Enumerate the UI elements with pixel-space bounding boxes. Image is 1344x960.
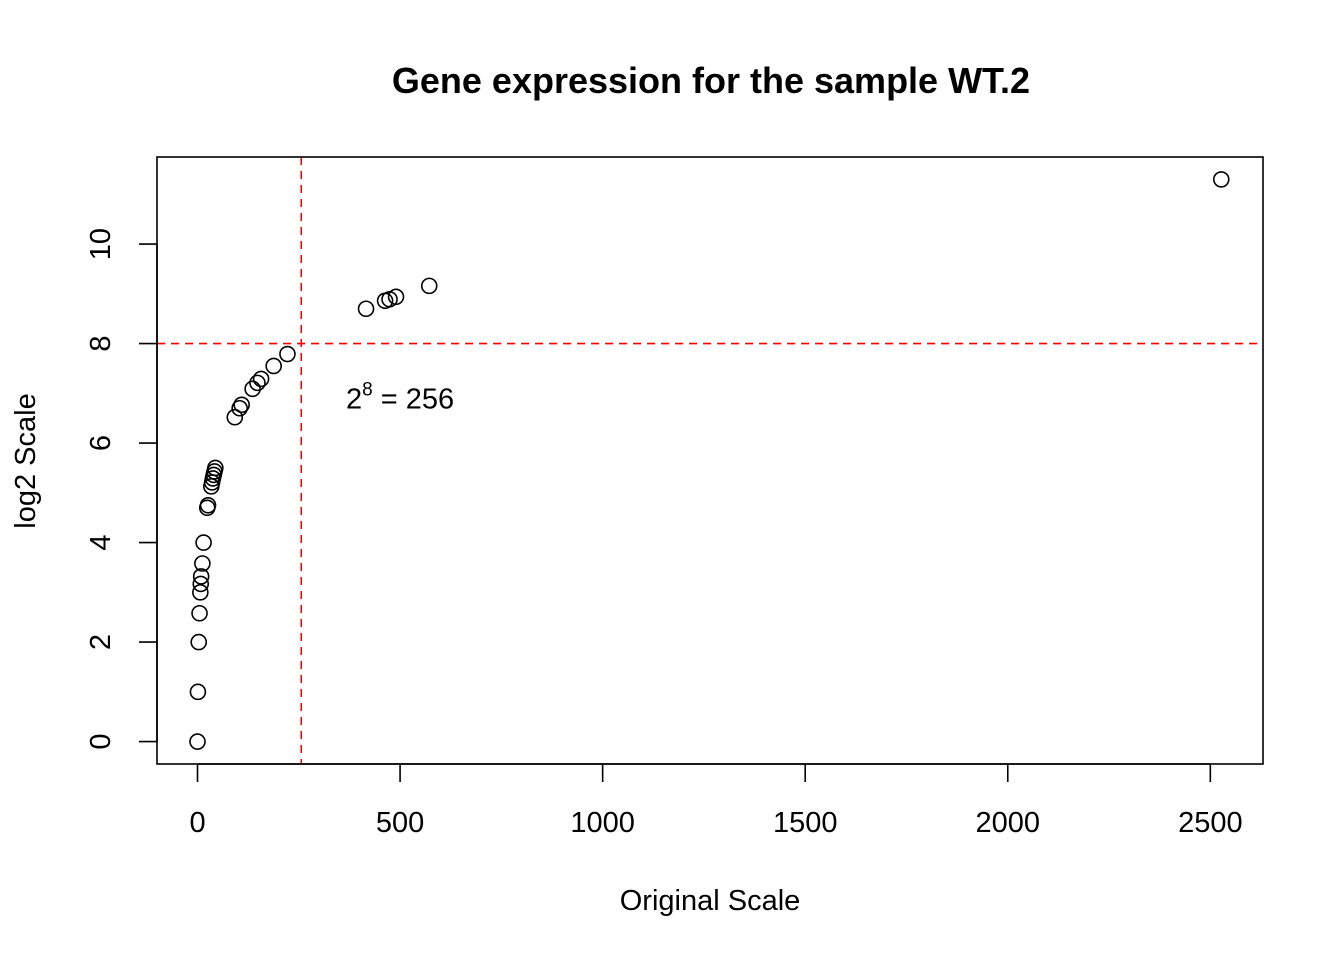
data-point: [199, 496, 217, 514]
annotation-exponent: 8: [362, 379, 373, 400]
x-tick-label: 500: [376, 807, 424, 839]
y-tick-label: 10: [85, 228, 117, 260]
data-point: [420, 277, 438, 295]
data-point: [194, 555, 211, 572]
plot-frame: [156, 156, 1264, 765]
y-axis-label: log2 Scale: [10, 393, 42, 528]
annotation-value: = 256: [373, 383, 454, 415]
data-point: [231, 399, 248, 417]
data-point: [192, 568, 210, 585]
y-tick-label: 6: [85, 435, 117, 451]
data-point: [189, 683, 207, 701]
data-point: [244, 380, 261, 398]
chart-title: Gene expression for the sample WT.2: [392, 60, 1030, 101]
reference-lines: [157, 157, 1263, 764]
y-tick-label: 8: [85, 336, 117, 352]
data-point: [233, 396, 250, 414]
data-point: [279, 345, 296, 363]
x-axis-label: Original Scale: [620, 885, 801, 917]
annotation-base: 2: [346, 383, 362, 415]
data-point: [195, 534, 212, 551]
y-tick-label: 4: [85, 535, 117, 551]
y-tick-label: 2: [85, 634, 117, 650]
data-point: [190, 633, 208, 651]
data-point: [226, 408, 244, 426]
data-point: [207, 459, 224, 477]
data-point: [1212, 171, 1230, 188]
x-tick-label: 0: [189, 807, 205, 839]
data-point: [192, 584, 209, 601]
data-point: [387, 288, 405, 306]
data-point: [357, 300, 375, 318]
x-tick-label: 2500: [1178, 807, 1243, 839]
y-tick-label: 0: [85, 734, 117, 750]
data-point: [192, 575, 210, 593]
data-point: [252, 370, 270, 388]
x-tick-label: 2000: [976, 807, 1041, 839]
x-axis: 0 500 1000 1500 2000 2500: [189, 763, 1243, 839]
data-points: [189, 171, 1230, 750]
data-point: [191, 604, 208, 622]
x-tick-label: 1000: [570, 807, 635, 839]
x-tick-label: 1500: [773, 807, 838, 839]
data-point: [265, 357, 282, 375]
data-point: [189, 733, 206, 750]
y-axis: 0 2 4 6 8 10: [85, 228, 158, 750]
annotation-power-of-two: 28 = 256: [346, 379, 454, 415]
data-point: [249, 374, 266, 392]
